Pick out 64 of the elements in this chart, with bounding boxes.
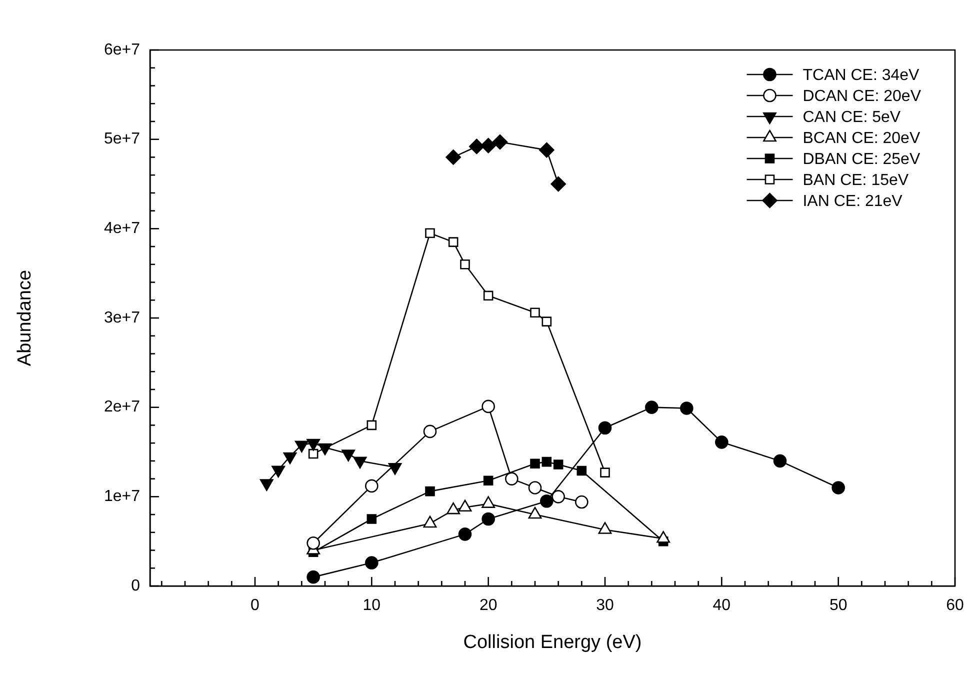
x-tick-label: 30 (596, 597, 614, 614)
y-tick-label: 3e+7 (104, 309, 140, 326)
x-tick-label: 60 (946, 597, 964, 614)
x-tick-label: 40 (712, 597, 731, 614)
legend-label: TCAN CE: 34eV (802, 66, 920, 84)
point (483, 290, 494, 301)
point (423, 424, 437, 438)
y-tick-label: 2e+7 (104, 398, 140, 416)
y-tick-label: 5e+7 (104, 130, 140, 148)
point (832, 481, 845, 494)
point (425, 228, 435, 238)
point (306, 536, 320, 550)
point (542, 316, 552, 326)
x-axis-title: Collision Energy (eV) (463, 632, 642, 653)
point (530, 458, 540, 469)
point (482, 400, 495, 414)
y-axis-title: Abundance (14, 270, 36, 366)
point (483, 476, 494, 486)
point (773, 454, 787, 468)
legend-label: IAN CE: 21eV (802, 192, 903, 210)
point (446, 150, 461, 165)
point (505, 472, 518, 486)
point (448, 237, 458, 247)
x-tick-label: 10 (362, 597, 381, 614)
legend-label: DCAN CE: 20eV (802, 88, 922, 105)
point (539, 142, 554, 158)
x-tick-label: 50 (829, 597, 848, 614)
point (576, 466, 587, 476)
point (458, 528, 472, 541)
point (365, 556, 378, 570)
point (598, 421, 612, 435)
point (492, 134, 508, 150)
point (425, 486, 435, 496)
point (552, 490, 565, 504)
point (645, 400, 658, 414)
point (366, 514, 377, 524)
x-tick-label: 0 (250, 597, 260, 614)
point (575, 495, 588, 509)
point (600, 468, 610, 478)
point (553, 460, 564, 470)
point (540, 494, 554, 508)
legend-label: CAN CE: 5eV (802, 108, 901, 126)
y-tick-label: 4e+7 (104, 220, 140, 238)
point (365, 479, 378, 493)
y-tick-label: 1e+7 (104, 488, 140, 506)
point (542, 456, 552, 467)
point (530, 308, 540, 318)
legend-label: BCAN CE: 20eV (802, 130, 920, 147)
point (528, 481, 542, 494)
point (460, 260, 470, 270)
point (680, 402, 694, 415)
point (550, 176, 566, 192)
point (469, 138, 484, 154)
point (306, 570, 320, 584)
legend-label: DBAN CE: 25eV (802, 150, 920, 168)
point (308, 448, 318, 459)
point (482, 512, 495, 526)
y-tick-label: 6e+7 (104, 41, 140, 58)
legend-label: BAN CE: 15eV (802, 172, 909, 189)
y-tick-label: 0 (131, 577, 140, 594)
x-tick-label: 20 (479, 597, 498, 614)
point (366, 420, 377, 430)
point (715, 436, 728, 449)
point (480, 138, 496, 154)
